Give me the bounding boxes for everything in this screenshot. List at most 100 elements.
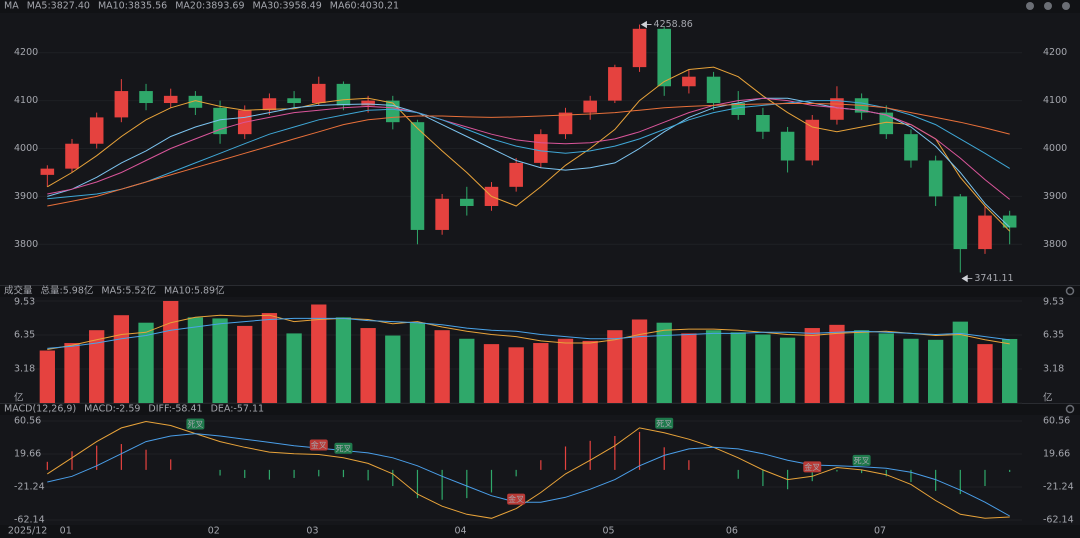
candle-body	[558, 112, 573, 135]
y-tick-label: -62.14	[14, 515, 45, 526]
candle-body	[139, 91, 153, 104]
y-tick-label-right: 3900	[1043, 191, 1067, 202]
candle-body	[40, 168, 55, 175]
volume-bar	[804, 328, 820, 403]
y-tick-label: 9.53	[14, 297, 35, 308]
panel-title: MACD(12,26,9)	[4, 404, 76, 415]
candle-body	[311, 83, 326, 104]
y-tick-label: 4200	[14, 47, 38, 58]
volume-bar	[163, 300, 179, 403]
candle-body	[928, 160, 943, 197]
series-line	[47, 66, 1011, 232]
macd-bar	[861, 469, 863, 474]
macd-bar	[441, 469, 443, 500]
macd-bar	[564, 446, 567, 470]
macd-bar	[663, 447, 665, 470]
volume-bar	[113, 315, 130, 403]
x-tick-label: 03	[306, 526, 318, 537]
y-tick-label: 3800	[14, 239, 38, 250]
candle-body	[682, 76, 696, 87]
candle-body	[114, 91, 129, 118]
icon-button[interactable]	[1062, 2, 1070, 10]
cross-label: 死叉	[335, 444, 351, 453]
cross-label: 死叉	[656, 419, 672, 428]
extreme-arrow	[640, 20, 652, 29]
legend-entry: DEA:-57.11	[211, 404, 264, 415]
volume-bar	[138, 322, 154, 403]
volume-bar	[508, 347, 524, 403]
cross-label: 金叉	[311, 440, 327, 450]
series-line	[47, 433, 1010, 517]
series-line	[47, 103, 1010, 207]
macd-panel	[0, 415, 1080, 525]
macd-bar	[318, 469, 320, 477]
macd-bar	[145, 449, 147, 470]
cross-badge	[507, 493, 526, 505]
legend-entry: MA10:5.89亿	[164, 285, 225, 297]
y-tick-label: 6.35	[14, 330, 35, 341]
candle-body	[805, 119, 820, 161]
macd-bar	[836, 469, 838, 472]
volume-bar	[89, 330, 105, 403]
y-tick-label-right: 亿	[1043, 392, 1053, 404]
y-tick-label-right: 4100	[1043, 95, 1067, 106]
candle-body	[65, 143, 79, 169]
candle-body	[608, 67, 622, 101]
volume-bar	[656, 322, 672, 403]
y-tick-label-right: -21.24	[1043, 482, 1074, 493]
extreme-arrow	[961, 274, 973, 283]
y-tick-label-right: 4000	[1043, 143, 1067, 154]
series-line	[47, 317, 1010, 349]
volume-bar	[829, 324, 845, 403]
macd-bar	[120, 444, 122, 470]
y-tick-label-right: 6.35	[1043, 330, 1064, 341]
settings-icon[interactable]	[1065, 286, 1075, 296]
macd-bar	[638, 431, 641, 470]
legend-entry: MA60:4030.21	[330, 1, 399, 12]
legend-entry: MA30:3958.49	[253, 1, 322, 12]
volume-bar	[237, 325, 253, 403]
x-tick-label: 01	[60, 526, 72, 537]
candle-body	[534, 134, 548, 163]
y-tick-label: 4100	[14, 95, 38, 106]
volume-bar	[878, 333, 894, 403]
settings-icon[interactable]	[1065, 404, 1075, 414]
icon-button[interactable]	[1026, 2, 1034, 10]
cross-badge	[186, 418, 205, 430]
candle-body	[287, 98, 301, 104]
macd-bar	[96, 445, 98, 470]
icon-button[interactable]	[1044, 2, 1052, 10]
x-tick-label: 02	[208, 526, 220, 537]
cross-label: 死叉	[187, 420, 203, 429]
volume-bar	[434, 330, 450, 403]
legend-entry: DIFF:-58.41	[148, 404, 202, 415]
volume-bar	[705, 330, 722, 403]
macd-bar	[268, 469, 271, 480]
volume-bar	[385, 335, 401, 403]
volume-bar	[409, 322, 426, 403]
macd-bar	[293, 469, 295, 478]
candle-body	[509, 162, 523, 187]
cross-label: 金叉	[804, 462, 820, 472]
series-line	[47, 100, 1010, 200]
candle-body	[213, 107, 227, 135]
y-tick-label-right: -62.14	[1043, 515, 1074, 526]
candle-body	[262, 98, 277, 111]
legend-entry: MA5:5.52亿	[101, 285, 156, 297]
legend-entry: 总量:5.98亿	[41, 285, 94, 297]
y-tick-label-right: 60.56	[1043, 416, 1070, 427]
volume-bar	[360, 328, 376, 403]
volume-bar	[1002, 338, 1018, 403]
panel-title: MA	[4, 1, 19, 12]
candle-body	[953, 196, 968, 250]
legend-entry: MA5:3827.40	[27, 1, 90, 12]
candle-body	[336, 83, 351, 106]
volume-bar	[631, 319, 648, 403]
volume-bar	[607, 330, 623, 403]
macd-bar	[959, 469, 961, 495]
macd-bar	[46, 461, 48, 470]
macd-bar	[416, 469, 419, 499]
series-line	[47, 314, 1010, 350]
volume-bar	[261, 313, 278, 403]
candle-body	[89, 117, 104, 144]
